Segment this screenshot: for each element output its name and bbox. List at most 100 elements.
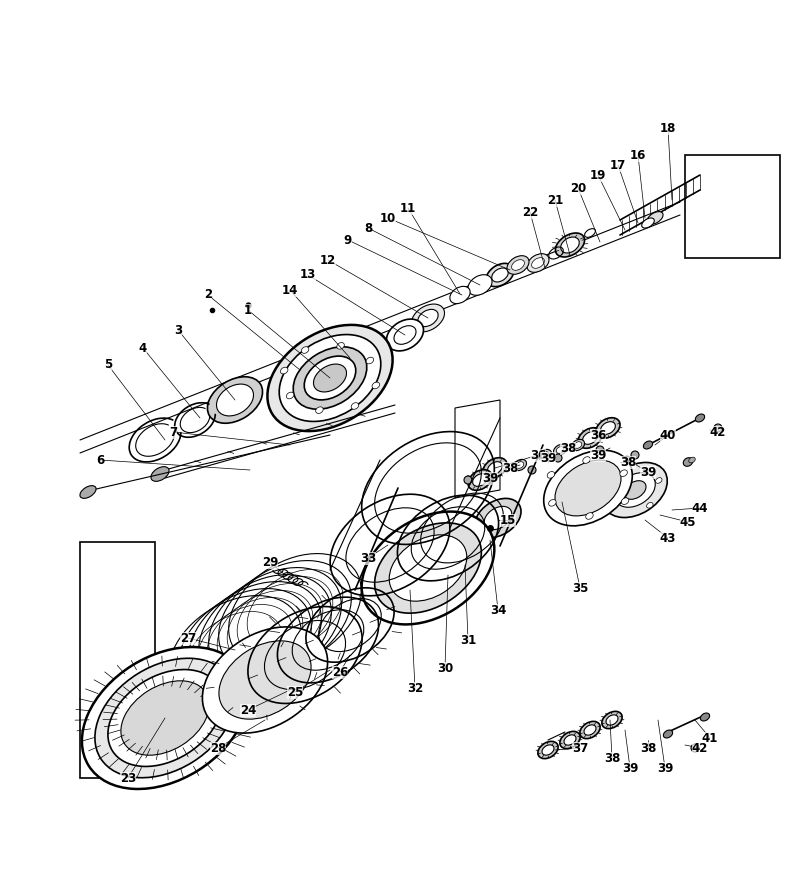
Text: 41: 41 <box>702 732 718 744</box>
Ellipse shape <box>622 498 629 504</box>
Ellipse shape <box>464 476 472 484</box>
Text: 43: 43 <box>660 532 677 545</box>
Text: 39: 39 <box>540 452 556 464</box>
Ellipse shape <box>560 237 580 253</box>
Text: 31: 31 <box>460 633 476 647</box>
Ellipse shape <box>151 467 169 481</box>
Text: 26: 26 <box>332 665 348 679</box>
Ellipse shape <box>544 450 632 525</box>
Text: 19: 19 <box>590 168 606 182</box>
Text: 39: 39 <box>622 761 638 774</box>
Ellipse shape <box>313 364 347 392</box>
Text: 13: 13 <box>300 268 316 282</box>
Ellipse shape <box>492 268 508 282</box>
Ellipse shape <box>620 470 627 477</box>
Text: 17: 17 <box>610 159 626 172</box>
Ellipse shape <box>556 233 584 257</box>
Text: 36: 36 <box>529 448 546 462</box>
Ellipse shape <box>553 445 567 455</box>
Text: 42: 42 <box>692 742 708 755</box>
Text: 9: 9 <box>344 234 352 246</box>
Ellipse shape <box>475 499 521 538</box>
Ellipse shape <box>507 256 529 275</box>
Text: 34: 34 <box>490 603 506 617</box>
Ellipse shape <box>646 502 653 508</box>
Ellipse shape <box>390 535 467 602</box>
Ellipse shape <box>583 431 597 444</box>
Ellipse shape <box>468 275 492 295</box>
Text: 2: 2 <box>204 289 212 301</box>
Ellipse shape <box>580 721 600 739</box>
Ellipse shape <box>412 304 444 332</box>
Ellipse shape <box>643 441 653 449</box>
Ellipse shape <box>216 385 254 416</box>
Text: 28: 28 <box>210 742 227 755</box>
Ellipse shape <box>602 711 622 728</box>
Ellipse shape <box>487 263 514 287</box>
Ellipse shape <box>688 457 696 462</box>
Ellipse shape <box>584 229 595 237</box>
Ellipse shape <box>532 258 545 268</box>
Ellipse shape <box>528 466 536 474</box>
Ellipse shape <box>362 511 494 625</box>
Ellipse shape <box>512 260 525 270</box>
Ellipse shape <box>527 253 549 272</box>
Ellipse shape <box>316 407 324 414</box>
Text: 36: 36 <box>590 429 606 441</box>
Ellipse shape <box>547 471 555 478</box>
Polygon shape <box>685 155 780 258</box>
Text: 14: 14 <box>281 284 298 297</box>
Ellipse shape <box>621 459 629 465</box>
Ellipse shape <box>700 713 710 721</box>
Ellipse shape <box>219 641 311 719</box>
Ellipse shape <box>207 377 262 424</box>
Ellipse shape <box>555 460 621 516</box>
Polygon shape <box>80 542 155 778</box>
Text: 5: 5 <box>104 359 112 371</box>
Ellipse shape <box>564 734 576 745</box>
Text: 7: 7 <box>169 425 177 439</box>
Text: 12: 12 <box>320 253 336 267</box>
Ellipse shape <box>714 424 722 432</box>
Ellipse shape <box>450 286 470 304</box>
Ellipse shape <box>600 422 615 434</box>
Ellipse shape <box>549 500 556 506</box>
Ellipse shape <box>203 627 328 733</box>
Text: 4: 4 <box>139 341 147 354</box>
Ellipse shape <box>516 462 524 469</box>
Ellipse shape <box>468 470 492 490</box>
Text: 22: 22 <box>522 206 538 219</box>
Text: 39: 39 <box>590 448 606 462</box>
Text: 40: 40 <box>660 429 677 441</box>
Text: 20: 20 <box>570 182 586 195</box>
Ellipse shape <box>538 742 558 758</box>
Ellipse shape <box>554 454 562 462</box>
Ellipse shape <box>372 382 379 389</box>
Ellipse shape <box>617 472 623 478</box>
Text: 45: 45 <box>680 516 696 529</box>
Ellipse shape <box>647 212 663 224</box>
Text: 39: 39 <box>482 471 498 485</box>
Ellipse shape <box>394 326 416 345</box>
Ellipse shape <box>121 680 209 755</box>
Text: 38: 38 <box>560 441 576 455</box>
Ellipse shape <box>606 715 618 725</box>
Ellipse shape <box>631 451 639 459</box>
Ellipse shape <box>366 357 374 364</box>
Text: 29: 29 <box>262 556 278 569</box>
Ellipse shape <box>656 478 662 483</box>
Ellipse shape <box>560 731 580 749</box>
Text: 37: 37 <box>572 742 588 755</box>
Text: 25: 25 <box>287 686 303 698</box>
Text: 3: 3 <box>174 323 182 337</box>
Ellipse shape <box>596 446 604 454</box>
Text: 21: 21 <box>547 193 563 206</box>
Ellipse shape <box>624 481 646 500</box>
Ellipse shape <box>584 725 596 735</box>
Ellipse shape <box>663 730 673 738</box>
Text: 8: 8 <box>364 222 372 235</box>
Ellipse shape <box>374 523 481 613</box>
Text: 38: 38 <box>640 742 656 755</box>
Ellipse shape <box>615 473 655 508</box>
Text: 42: 42 <box>710 425 726 439</box>
